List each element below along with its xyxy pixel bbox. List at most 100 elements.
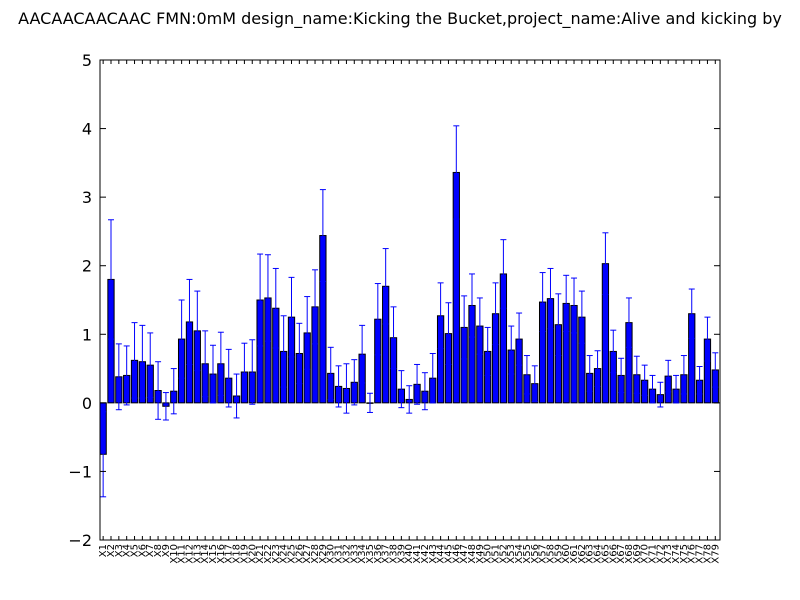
error-bar-X31: [335, 365, 342, 408]
x-tick-label: X43: [428, 544, 439, 564]
x-tick-label: X1: [98, 544, 109, 557]
x-tick-label: X4: [122, 544, 133, 557]
error-bar-X33: [351, 359, 358, 406]
x-axis: X1X2X3X4X5X6X7X8X9X10X11X12X13X14X15X16X…: [98, 60, 721, 564]
error-bar-X57: [539, 272, 546, 333]
error-bar-X17: [225, 348, 232, 408]
x-tick-label: X74: [671, 544, 682, 564]
error-bar-X25: [288, 276, 295, 358]
error-bar-X1: [100, 411, 107, 498]
x-tick-label: X14: [200, 544, 211, 564]
x-tick-label: X51: [491, 544, 502, 564]
x-tick-label: X64: [593, 544, 604, 564]
error-bar-X36: [374, 283, 381, 356]
x-tick-label: X70: [640, 544, 651, 564]
error-bar-X66: [610, 329, 617, 374]
x-tick-label: X57: [538, 544, 549, 564]
y-tick-label: 2: [82, 257, 92, 276]
x-tick-label: X55: [522, 544, 533, 564]
x-tick-label: X59: [553, 544, 564, 564]
error-bar-X24: [280, 315, 287, 388]
error-bar-X53: [508, 325, 515, 375]
error-bar-X70: [641, 364, 648, 396]
error-bar-X64: [594, 350, 601, 387]
x-tick-label: X35: [365, 544, 376, 564]
error-bar-X34: [359, 324, 366, 384]
x-tick-label: X65: [600, 544, 611, 564]
error-bar-X76: [688, 288, 695, 339]
x-tick-label: X68: [624, 544, 635, 564]
y-tick-label: −1: [68, 462, 92, 481]
error-bar-X10: [170, 368, 177, 415]
x-tick-label: X40: [404, 544, 415, 564]
error-bar-X49: [476, 297, 483, 355]
error-bar-X38: [390, 306, 397, 370]
x-tick-label: X75: [679, 544, 690, 564]
x-tick-label: X34: [357, 544, 368, 564]
x-tick-label: X17: [224, 544, 235, 564]
x-tick-label: X46: [451, 544, 462, 564]
x-tick-label: X32: [341, 544, 352, 564]
x-tick-label: X12: [184, 544, 195, 564]
error-bar-X75: [680, 355, 687, 395]
y-axis: −2 −1 0 1 2 3 4 5: [68, 51, 720, 550]
error-bar-X27: [304, 296, 311, 370]
error-bar-X62: [578, 290, 585, 344]
x-tick-label: X77: [695, 544, 706, 564]
error-bar-X77: [696, 366, 703, 395]
x-tick-label: X49: [475, 544, 486, 564]
error-bar-X40: [406, 385, 413, 414]
error-bar-X22: [264, 254, 271, 342]
x-tick-label: X45: [443, 544, 454, 564]
error-bar-X26: [296, 322, 303, 385]
error-bar-X28: [312, 269, 319, 345]
x-tick-label: X18: [232, 544, 243, 564]
error-bar-X13: [194, 290, 201, 372]
error-bar-X11: [178, 299, 185, 379]
y-tick-label: 3: [82, 188, 92, 207]
x-tick-label: X48: [467, 544, 478, 564]
error-bar-X8: [155, 361, 162, 420]
x-tick-label: X5: [130, 544, 141, 557]
y-tick-label: 0: [82, 394, 92, 413]
x-tick-label: X6: [137, 544, 148, 557]
x-tick-label: X71: [648, 544, 659, 564]
x-tick-label: X33: [349, 544, 360, 564]
error-bars-group: [100, 125, 719, 498]
x-tick-label: X22: [263, 544, 274, 564]
error-bar-X67: [618, 357, 625, 394]
error-bar-X29: [319, 189, 326, 282]
x-tick-label: X16: [216, 544, 227, 564]
error-bar-X2: [107, 219, 114, 340]
x-tick-label: X11: [177, 544, 188, 564]
y-tick-label: 1: [82, 325, 92, 344]
y-tick-label: −2: [68, 531, 92, 550]
x-tick-label: X10: [169, 544, 180, 564]
error-bar-X42: [421, 372, 428, 411]
x-tick-label: X41: [412, 544, 423, 564]
x-tick-label: X69: [632, 544, 643, 564]
x-tick-label: X60: [561, 544, 572, 564]
error-bar-X18: [233, 373, 240, 419]
error-bar-X61: [571, 277, 578, 334]
x-tick-label: X44: [436, 544, 447, 564]
x-tick-label: X13: [192, 544, 203, 564]
error-bar-X21: [257, 253, 264, 347]
error-bar-X32: [343, 363, 350, 414]
error-bar-X50: [484, 326, 491, 376]
error-bar-X23: [272, 267, 279, 349]
x-tick-label: X36: [373, 544, 384, 564]
x-tick-label: X21: [255, 544, 266, 564]
x-tick-label: X50: [483, 544, 494, 564]
x-tick-label: X7: [145, 544, 156, 557]
error-bar-X74: [673, 374, 680, 404]
error-bar-X37: [382, 248, 389, 325]
x-tick-label: X72: [655, 544, 666, 564]
error-bar-X45: [445, 302, 452, 365]
error-bar-X55: [523, 355, 530, 395]
x-tick-label: X20: [247, 544, 258, 564]
error-bar-X46: [453, 125, 460, 220]
error-bar-X4: [123, 345, 130, 406]
x-tick-label: X19: [239, 544, 250, 564]
x-tick-label: X39: [396, 544, 407, 564]
